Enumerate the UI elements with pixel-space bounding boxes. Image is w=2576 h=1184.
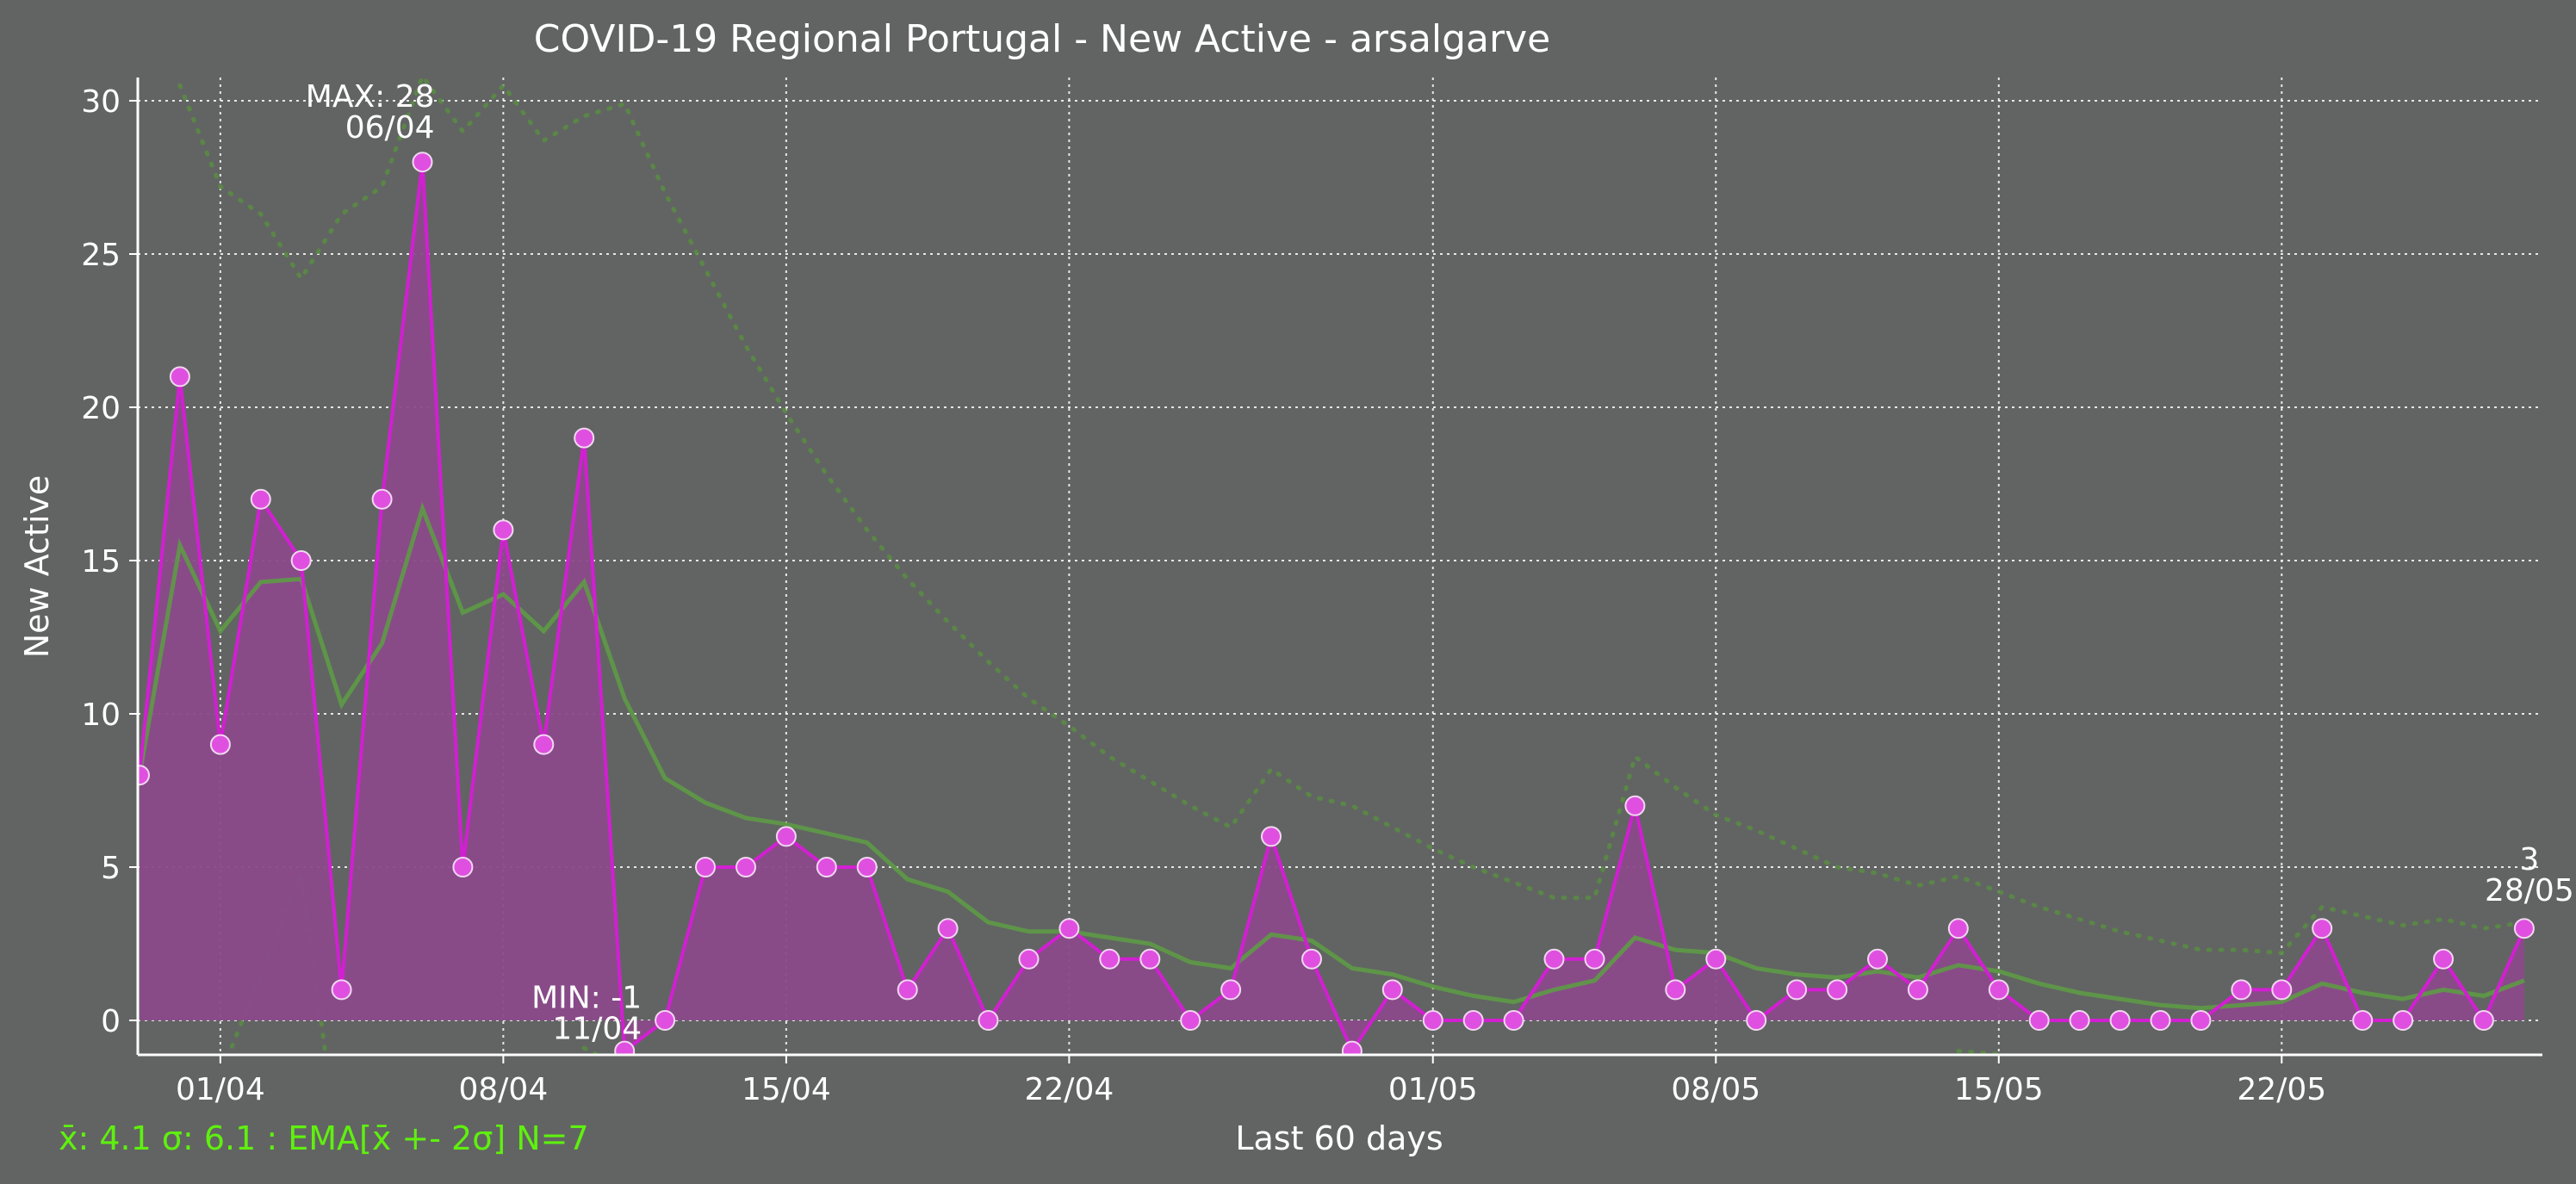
- data-point: [1018, 948, 1040, 970]
- data-point: [1947, 918, 1969, 939]
- series-area: [140, 162, 2524, 1051]
- data-point: [978, 1010, 999, 1031]
- data-point: [1584, 948, 1605, 970]
- chart-title: COVID-19 Regional Portugal - New Active …: [534, 17, 1550, 61]
- data-point: [533, 734, 555, 755]
- data-point: [1503, 1010, 1524, 1031]
- data-point: [493, 519, 514, 541]
- y-tick-label: 25: [81, 238, 121, 273]
- y-tick-label: 10: [81, 697, 121, 733]
- y-axis-label: New Active: [18, 475, 56, 659]
- data-point: [736, 857, 756, 877]
- min-annotation-date: 11/04: [552, 1012, 642, 1047]
- data-point: [1827, 979, 1848, 1001]
- data-point: [1705, 948, 1727, 970]
- data-point: [1543, 948, 1565, 970]
- data-point: [1786, 979, 1808, 1001]
- data-point: [2393, 1010, 2414, 1031]
- data-point: [2109, 1010, 2131, 1031]
- x-tick-label: 01/04: [176, 1072, 265, 1107]
- data-point: [371, 488, 393, 510]
- data-point: [1624, 795, 1646, 816]
- data-point: [412, 152, 433, 173]
- max-annotation-date: 06/04: [345, 110, 435, 146]
- x-tick-label: 15/04: [742, 1072, 831, 1107]
- y-tick-label: 0: [101, 1004, 121, 1039]
- data-point: [1746, 1010, 1767, 1031]
- data-point: [2069, 1010, 2090, 1031]
- data-point: [775, 826, 797, 847]
- data-point: [655, 1010, 676, 1031]
- last-annotation-label: 3: [2519, 842, 2539, 877]
- data-point: [250, 488, 271, 510]
- data-point: [695, 857, 716, 877]
- data-point: [614, 1040, 636, 1055]
- data-point: [2352, 1010, 2374, 1031]
- data-point: [2150, 1010, 2171, 1031]
- data-point: [937, 918, 959, 939]
- x-tick-label: 22/05: [2237, 1072, 2326, 1107]
- data-point: [1462, 1010, 1484, 1031]
- tick-labels: 0 5 10 15 20 25 30 01/04 08/04 15/04 22/04 01/05 08/…: [81, 84, 2326, 1107]
- data-point: [2271, 979, 2293, 1001]
- data-point: [1220, 979, 1242, 1001]
- data-point: [2231, 979, 2252, 1001]
- series-layer: [138, 152, 2535, 1055]
- min-annotation-label: MIN: -1: [531, 981, 642, 1016]
- ema-line: [138, 501, 2525, 1011]
- y-tick-label: 15: [81, 544, 121, 580]
- data-point: [1867, 948, 1888, 970]
- data-point: [2433, 948, 2454, 970]
- data-point: [816, 857, 837, 877]
- data-point: [331, 979, 352, 1001]
- data-point: [2190, 1010, 2212, 1031]
- axes: [129, 77, 2542, 1063]
- data-point: [452, 857, 474, 877]
- data-point: [897, 979, 918, 1001]
- data-point: [856, 857, 878, 877]
- x-tick-label: 08/05: [1671, 1072, 1760, 1107]
- stats-text: x̄: 4.1 σ: 6.1 : EMA[x̄ +- 2σ] N=7: [59, 1119, 589, 1157]
- data-point: [574, 427, 595, 449]
- data-point: [1907, 979, 1928, 1001]
- data-point: [1381, 979, 1403, 1001]
- data-point: [2473, 1010, 2494, 1031]
- data-point: [1422, 1010, 1443, 1031]
- x-tick-label: 15/05: [1954, 1072, 2044, 1107]
- data-point: [1261, 826, 1282, 847]
- data-point: [1665, 979, 1686, 1001]
- data-point: [1341, 1040, 1362, 1055]
- data-point: [209, 734, 231, 755]
- data-point: [290, 550, 312, 571]
- data-point: [138, 765, 150, 786]
- x-tick-label: 01/05: [1388, 1072, 1478, 1107]
- y-tick-label: 20: [81, 391, 121, 426]
- data-point: [1301, 948, 1322, 970]
- x-tick-label: 08/04: [458, 1072, 548, 1107]
- data-point: [1099, 948, 1120, 970]
- data-point: [2513, 918, 2535, 939]
- data-point: [1139, 948, 1161, 970]
- data-point: [169, 366, 190, 387]
- max-annotation-label: MAX: 28: [306, 79, 435, 115]
- last-annotation-date: 28/05: [2485, 873, 2574, 908]
- data-point: [2312, 918, 2333, 939]
- x-axis-label: Last 60 days: [1235, 1119, 1443, 1157]
- y-tick-label: 5: [101, 851, 121, 886]
- data-point: [2028, 1010, 2050, 1031]
- x-tick-label: 22/04: [1025, 1072, 1114, 1107]
- data-point: [1058, 918, 1080, 939]
- data-point: [1988, 979, 2009, 1001]
- y-tick-label: 30: [81, 84, 121, 120]
- data-point: [1180, 1010, 1201, 1031]
